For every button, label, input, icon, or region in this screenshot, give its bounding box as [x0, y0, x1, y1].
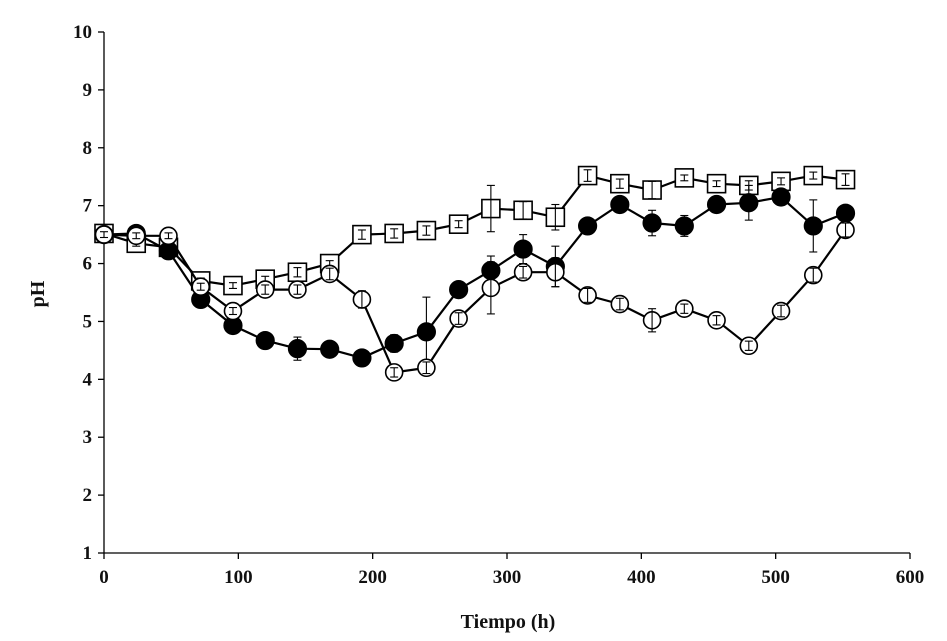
- series-line: [103, 174, 846, 287]
- x-tick-label: 400: [627, 567, 656, 588]
- x-tick-label: 0: [99, 567, 109, 588]
- y-tick-label: 2: [83, 485, 93, 506]
- series-layer: [94, 165, 856, 382]
- x-tick-label: 600: [896, 567, 925, 588]
- y-tick-label: 4: [83, 369, 93, 390]
- x-tick-label: 500: [761, 567, 790, 588]
- y-tick-label: 10: [73, 22, 92, 43]
- x-tick-label: 100: [224, 567, 253, 588]
- series-open-squares: [94, 165, 856, 296]
- y-tick-label: 1: [83, 543, 93, 564]
- x-axis-title: Tiempo (h): [461, 611, 556, 633]
- y-tick-label: 6: [83, 254, 93, 275]
- series-line: [103, 229, 847, 374]
- y-tick-label: 3: [83, 427, 93, 448]
- x-tick-label: 300: [493, 567, 522, 588]
- y-tick-label: 5: [83, 311, 93, 332]
- y-tick-label: 7: [83, 196, 93, 217]
- series-open-circles: [94, 220, 855, 382]
- x-tick-label: 200: [358, 567, 387, 588]
- y-axis-title: pH: [27, 280, 49, 307]
- y-tick-label: 9: [83, 80, 93, 101]
- y-tick-label: 8: [83, 138, 93, 159]
